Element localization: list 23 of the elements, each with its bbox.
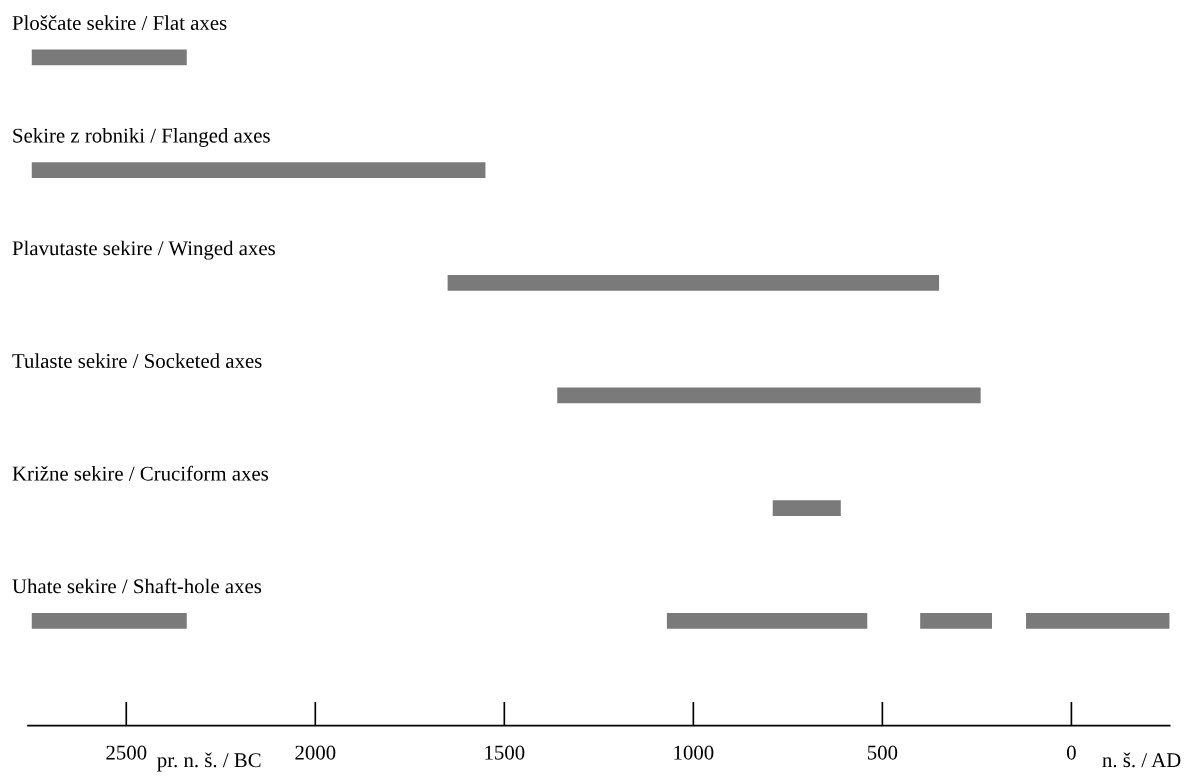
text: n. š. / AD	[1102, 752, 1181, 768]
y-tick-label: Uhate sekire / Shaft-hole axes	[12, 578, 262, 594]
bar	[447, 274, 940, 291]
y-tick-label: Tulaste sekire / Socketed axes	[12, 353, 262, 368]
bar	[31, 162, 486, 179]
y-tick-label: Ploščate sekire / Flat axes	[12, 15, 227, 30]
x-tick-label: 0	[1066, 745, 1076, 760]
y-tick-label: Sekire z robniki / Flanged axes	[13, 127, 270, 147]
x-tick-label: 500	[867, 745, 898, 760]
bar	[772, 500, 841, 516]
text: pr. n. š. / BC	[157, 752, 261, 772]
bar	[666, 612, 868, 629]
x-tick-label: 2000	[295, 745, 336, 760]
bar	[31, 612, 187, 629]
y-tick-label: Križne sekire / Cruciform axes	[12, 465, 269, 481]
bar	[1026, 612, 1170, 629]
x-tick-label: 1500	[485, 745, 525, 760]
bar	[557, 387, 981, 404]
x-tick-label: 2500	[106, 745, 147, 760]
x-tick-label: 1000	[674, 745, 714, 760]
y-tick-label: Plavutaste sekire / Winged axes	[12, 240, 275, 260]
bar	[920, 612, 993, 629]
bar	[31, 49, 187, 66]
